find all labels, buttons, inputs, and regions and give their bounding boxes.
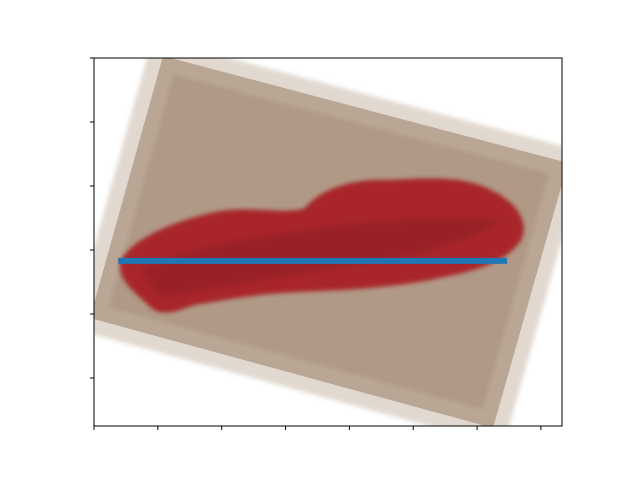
axes-frame [93,57,563,427]
photo [94,58,562,426]
